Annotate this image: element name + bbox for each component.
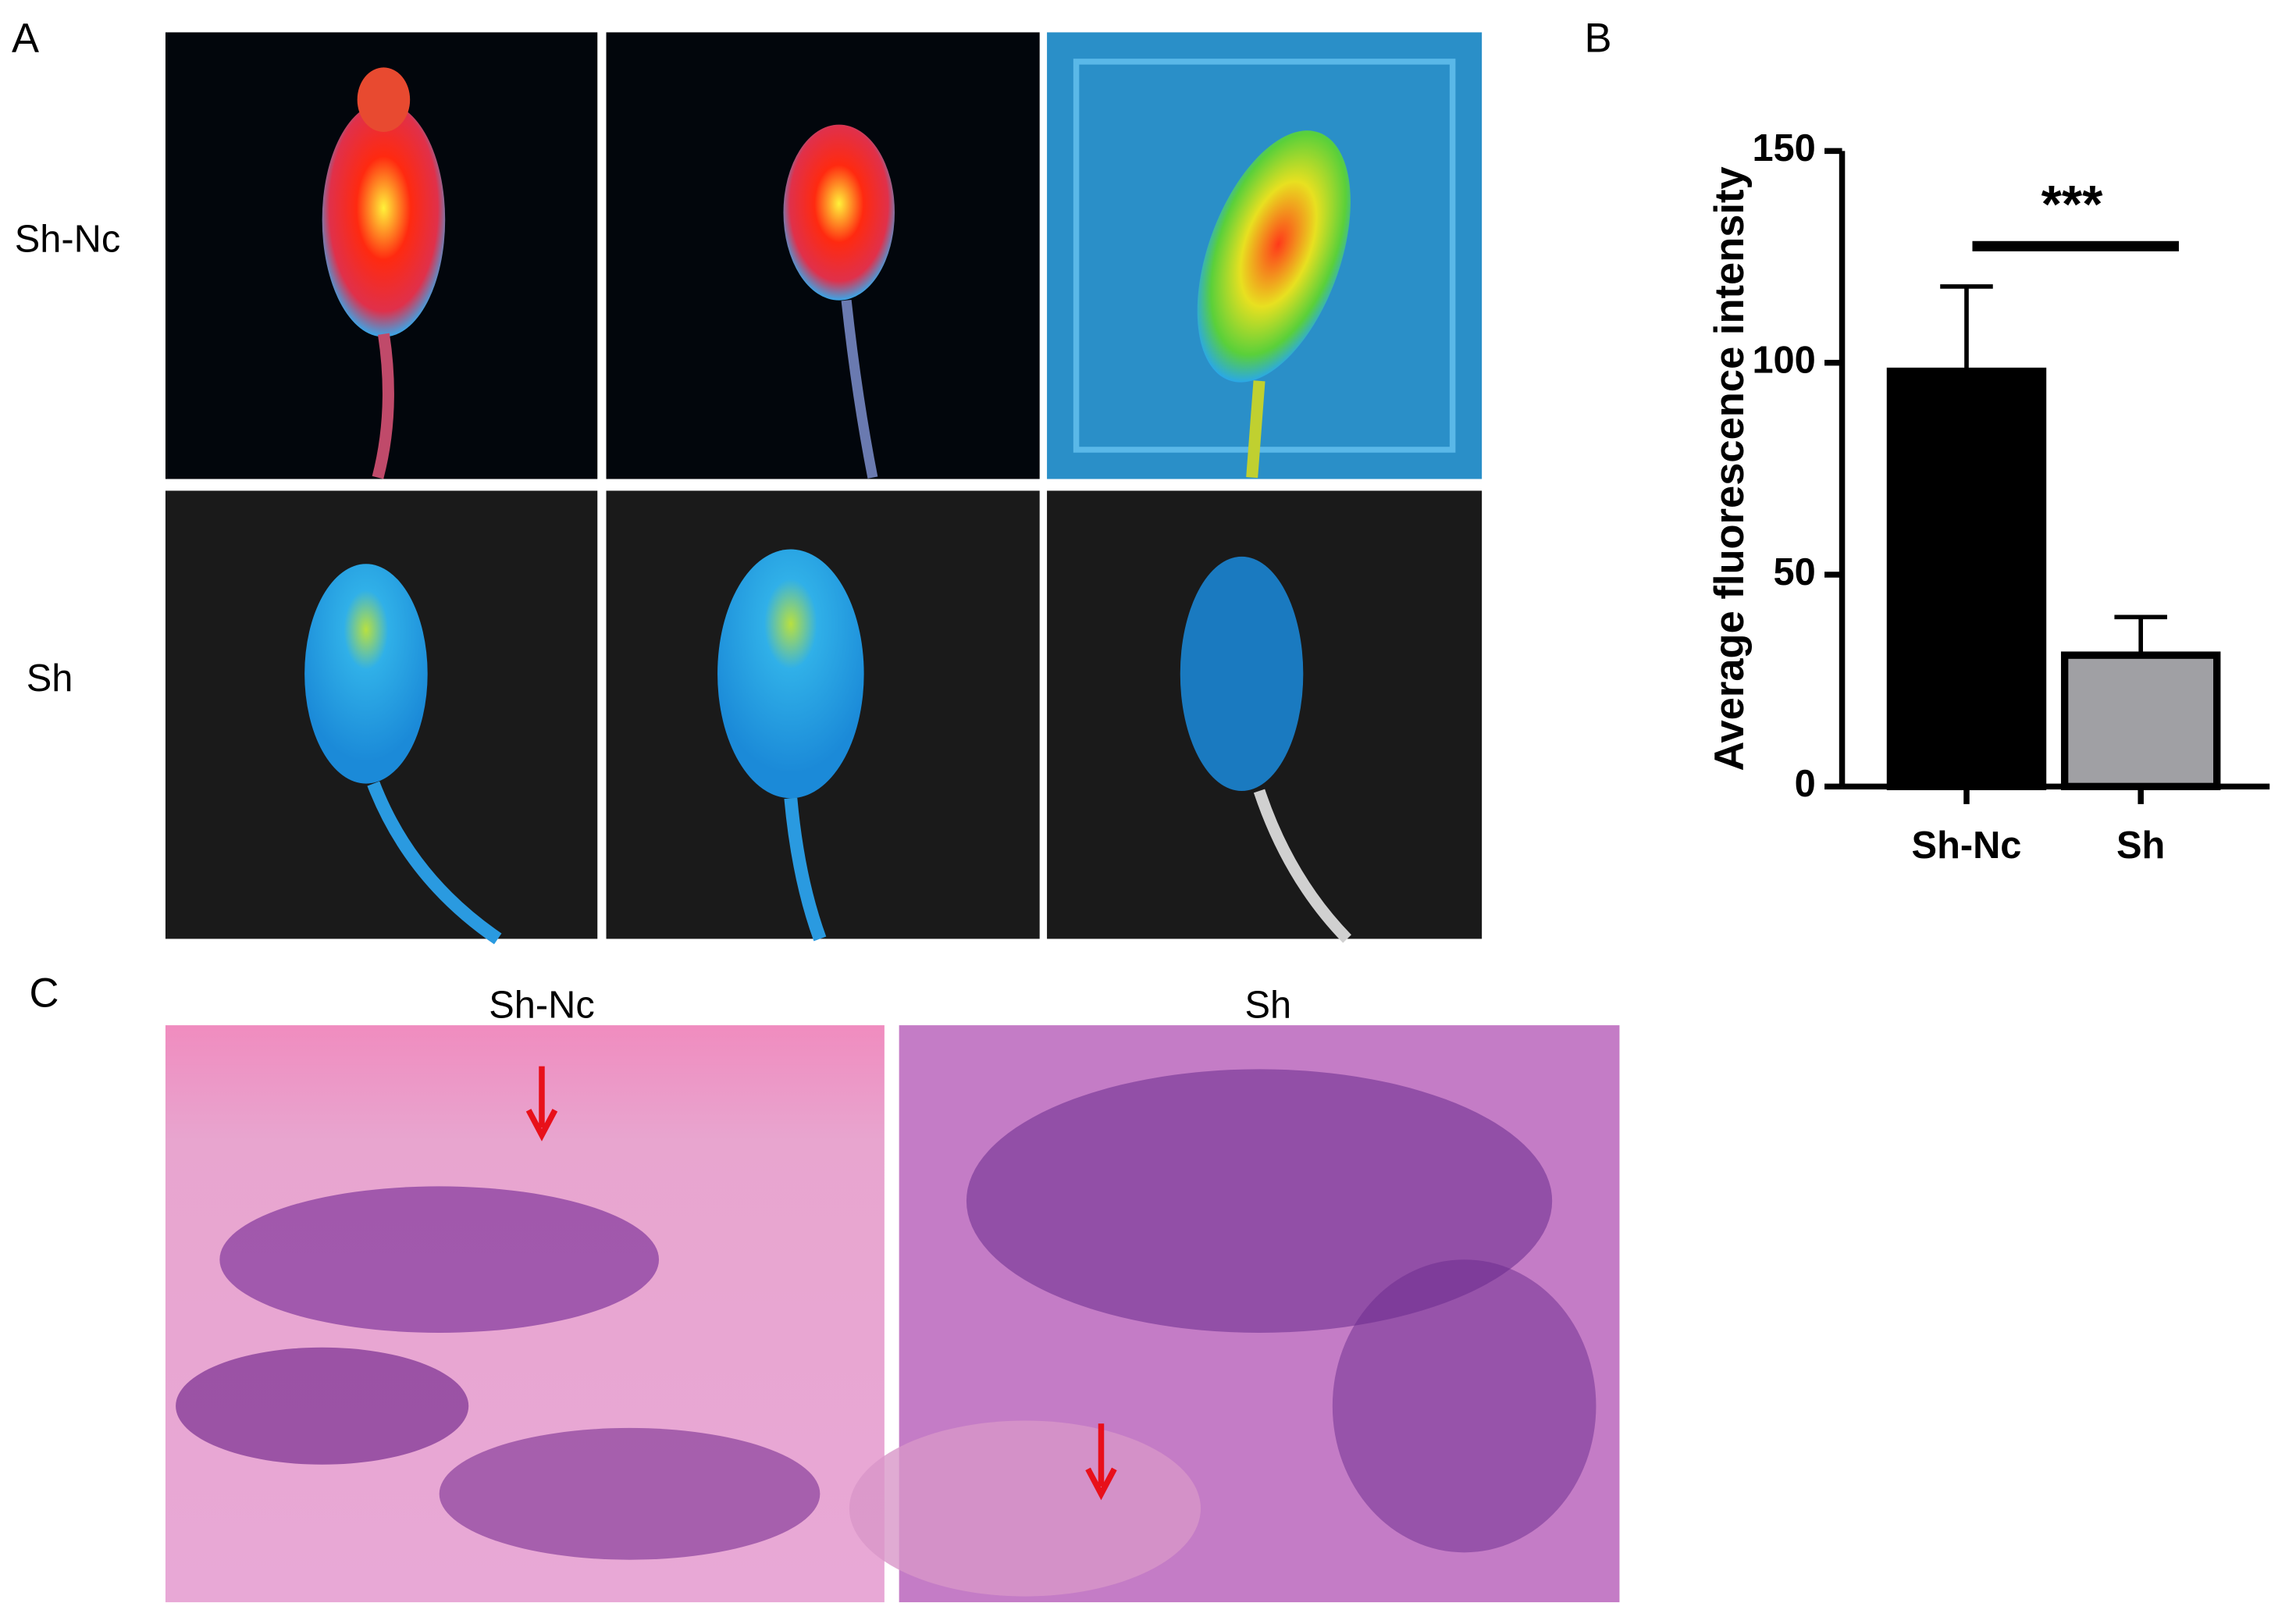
column-label: Sh (1244, 984, 1291, 1026)
panel-letter: A (12, 16, 39, 62)
y-tick-label: 50 (1774, 551, 1816, 593)
panel-letter: C (30, 970, 59, 1016)
column-label: Sh-Nc (489, 984, 594, 1026)
row-label: Sh (27, 657, 73, 700)
panel-letter: B (1584, 16, 1611, 62)
y-tick-label: 150 (1752, 127, 1815, 169)
panel-a-images (165, 32, 1483, 945)
panel-c-images (165, 1025, 1620, 1603)
y-tick-label: 0 (1795, 763, 1816, 805)
row-label: Sh-Nc (15, 219, 120, 261)
x-tick-label: Sh (2116, 825, 2165, 867)
x-tick-label: Sh-Nc (1912, 825, 2022, 867)
y-axis-label: Average fluorescence intensity (1707, 166, 1753, 771)
y-tick-label: 100 (1752, 340, 1815, 382)
significance-label: *** (2041, 175, 2104, 233)
bar (1886, 367, 2047, 791)
bar (2060, 651, 2221, 791)
